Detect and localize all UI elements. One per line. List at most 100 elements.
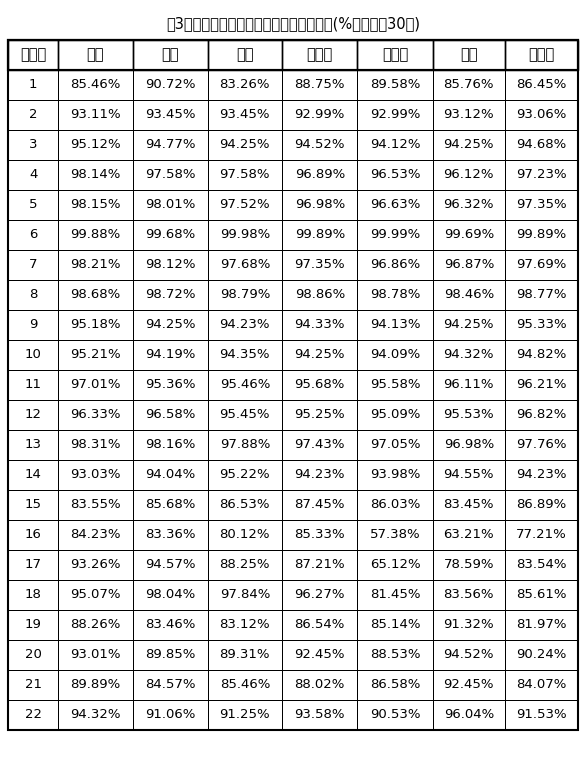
Bar (432, 610, 505, 640)
Bar (133, 250, 207, 280)
Text: 94.25%: 94.25% (145, 318, 195, 331)
Text: 泽漆: 泽漆 (236, 48, 254, 62)
Text: 86.89%: 86.89% (516, 498, 567, 512)
Text: 97.88%: 97.88% (220, 438, 270, 452)
Bar (207, 190, 282, 220)
Bar (282, 460, 357, 490)
Text: 92.45%: 92.45% (295, 648, 345, 661)
Bar (505, 220, 578, 250)
Text: 90.72%: 90.72% (145, 79, 195, 91)
Bar (282, 100, 357, 130)
Bar (133, 670, 207, 700)
Text: 94.57%: 94.57% (145, 558, 195, 572)
Text: 93.45%: 93.45% (220, 108, 270, 122)
Bar (505, 370, 578, 400)
Text: 97.01%: 97.01% (70, 378, 121, 392)
Text: 94.23%: 94.23% (220, 318, 270, 331)
Bar (505, 700, 578, 730)
Bar (207, 610, 282, 640)
Bar (505, 460, 578, 490)
Text: 1: 1 (29, 79, 38, 91)
Text: 90.24%: 90.24% (516, 648, 567, 661)
Bar (505, 190, 578, 220)
Bar (8, 370, 58, 400)
Text: 97.05%: 97.05% (370, 438, 420, 452)
Text: 95.36%: 95.36% (145, 378, 195, 392)
Text: 92.99%: 92.99% (295, 108, 345, 122)
Text: 94.33%: 94.33% (295, 318, 345, 331)
Bar (133, 280, 207, 310)
Bar (282, 160, 357, 190)
Bar (357, 100, 432, 130)
Text: 99.89%: 99.89% (516, 229, 567, 242)
Text: 93.06%: 93.06% (516, 108, 567, 122)
Text: 97.23%: 97.23% (516, 168, 567, 182)
Bar (282, 520, 357, 550)
Bar (207, 280, 282, 310)
Text: 98.78%: 98.78% (370, 289, 420, 302)
Text: 88.02%: 88.02% (295, 679, 345, 692)
Text: 96.82%: 96.82% (516, 409, 567, 421)
Bar (282, 370, 357, 400)
Bar (357, 550, 432, 580)
Bar (58, 220, 133, 250)
Text: 98.72%: 98.72% (145, 289, 195, 302)
Bar (58, 70, 133, 100)
Text: 57.38%: 57.38% (370, 529, 420, 541)
Bar (357, 430, 432, 460)
Text: 85.14%: 85.14% (370, 619, 420, 632)
Text: 17: 17 (25, 558, 42, 572)
Text: 10: 10 (25, 349, 42, 361)
Bar (58, 280, 133, 310)
Text: 91.53%: 91.53% (516, 708, 567, 722)
Text: 95.45%: 95.45% (220, 409, 270, 421)
Text: 84.07%: 84.07% (516, 679, 567, 692)
Text: 88.25%: 88.25% (220, 558, 270, 572)
Text: 96.53%: 96.53% (370, 168, 420, 182)
Bar (357, 220, 432, 250)
Bar (207, 100, 282, 130)
Bar (58, 490, 133, 520)
Text: 86.54%: 86.54% (295, 619, 345, 632)
Text: 91.25%: 91.25% (220, 708, 270, 722)
Bar (505, 70, 578, 100)
Bar (58, 670, 133, 700)
Text: 98.86%: 98.86% (295, 289, 345, 302)
Text: 84.57%: 84.57% (145, 679, 195, 692)
Text: 15: 15 (25, 498, 42, 512)
Bar (357, 520, 432, 550)
Bar (357, 490, 432, 520)
Bar (58, 160, 133, 190)
Bar (505, 490, 578, 520)
Bar (282, 340, 357, 370)
Bar (282, 610, 357, 640)
Text: 94.52%: 94.52% (295, 139, 345, 151)
Text: 99.69%: 99.69% (444, 229, 494, 242)
Bar (505, 340, 578, 370)
Bar (8, 40, 58, 70)
Bar (58, 610, 133, 640)
Text: 麦蒿: 麦蒿 (87, 48, 104, 62)
Bar (357, 190, 432, 220)
Text: 93.98%: 93.98% (370, 469, 420, 481)
Bar (432, 340, 505, 370)
Text: 80.12%: 80.12% (220, 529, 270, 541)
Bar (58, 340, 133, 370)
Bar (207, 430, 282, 460)
Text: 97.43%: 97.43% (295, 438, 345, 452)
Text: 田旋花: 田旋花 (529, 48, 554, 62)
Bar (432, 640, 505, 670)
Bar (282, 670, 357, 700)
Bar (432, 280, 505, 310)
Bar (505, 280, 578, 310)
Text: 99.88%: 99.88% (70, 229, 121, 242)
Text: 98.01%: 98.01% (145, 198, 195, 211)
Text: 94.35%: 94.35% (220, 349, 270, 361)
Text: 95.53%: 95.53% (444, 409, 494, 421)
Text: 87.45%: 87.45% (295, 498, 345, 512)
Text: 87.21%: 87.21% (295, 558, 345, 572)
Text: 85.46%: 85.46% (70, 79, 121, 91)
Bar (8, 40, 578, 730)
Bar (432, 490, 505, 520)
Text: 小麦田: 小麦田 (20, 48, 46, 62)
